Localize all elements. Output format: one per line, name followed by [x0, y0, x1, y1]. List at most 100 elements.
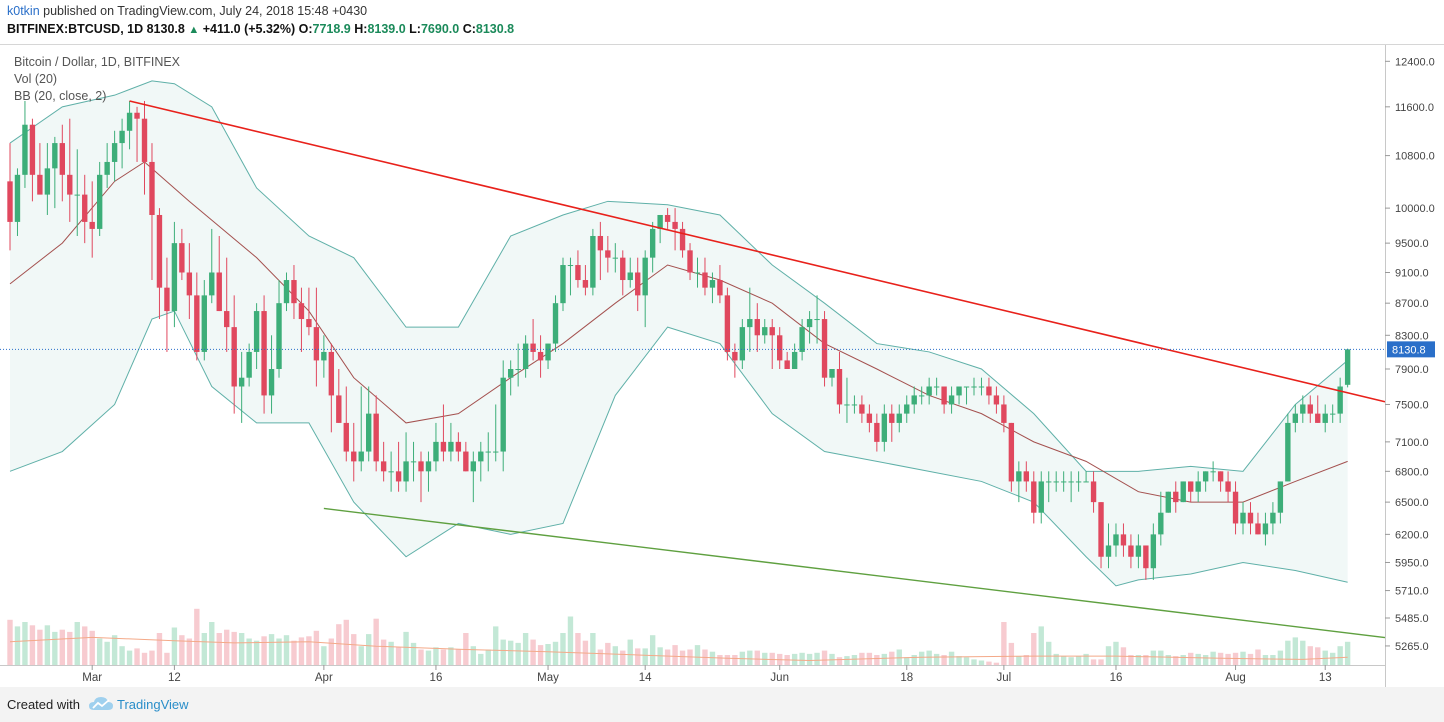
time-tick-label: Apr	[315, 672, 333, 684]
candle-body	[679, 228, 686, 251]
volume-bar	[1098, 659, 1104, 666]
current-price-label: 8130.8	[1392, 344, 1426, 356]
candle-body	[649, 228, 656, 258]
candle-body	[1120, 534, 1127, 546]
candle-body	[1075, 481, 1082, 483]
low-value: 7690.0	[420, 22, 460, 36]
candle-body	[179, 243, 185, 273]
candle-body	[754, 319, 760, 336]
tradingview-brand-link[interactable]: TradingView	[117, 697, 189, 712]
price-tick-label: 6500.0	[1395, 497, 1429, 509]
volume-bar	[134, 648, 140, 666]
candle-body	[724, 295, 731, 352]
volume-bar	[111, 635, 118, 666]
candle-body	[560, 265, 566, 304]
time-tick-label: 14	[639, 672, 652, 684]
candle-body	[971, 386, 977, 388]
candle-body	[1255, 523, 1261, 535]
volume-bar	[1001, 622, 1007, 666]
candle-body	[29, 124, 36, 175]
chart-panel[interactable]: 12400.0 11600.0 10800.0 10000.0 9500.0 9100.0…	[0, 44, 1444, 688]
volume-bar	[933, 653, 940, 666]
volume-bar	[941, 655, 947, 666]
candle-body	[1128, 545, 1134, 557]
up-arrow-icon: ▲	[188, 24, 200, 36]
candle-body	[283, 280, 290, 304]
volume-bar	[1038, 626, 1044, 666]
candle-body	[1016, 471, 1022, 482]
legend-bollinger[interactable]: BB (20, close, 2)	[14, 89, 107, 103]
volume-bar	[1330, 652, 1336, 666]
price-chart[interactable]: 12400.0 11600.0 10800.0 10000.0 9500.0 9100.0…	[0, 45, 1444, 687]
time-tick-label: 13	[1319, 672, 1332, 684]
volume-bar	[1016, 656, 1022, 666]
candle-body	[321, 351, 327, 361]
candle-body	[844, 404, 850, 406]
price-tick-label: 5710.0	[1395, 586, 1429, 598]
volume-bar	[672, 645, 678, 666]
volume-bar	[119, 646, 125, 666]
candle-body	[7, 181, 13, 222]
volume-bar	[380, 639, 387, 666]
candle-body	[1195, 481, 1201, 492]
volume-bar	[1143, 655, 1149, 666]
candle-body	[664, 214, 671, 222]
candle-body	[918, 395, 925, 397]
candle-body	[687, 250, 693, 273]
volume-bar	[104, 641, 110, 666]
candle-body	[747, 319, 753, 328]
candle-body	[777, 335, 783, 361]
volume-bar	[799, 652, 805, 666]
candle-body	[1053, 481, 1059, 483]
candle-body	[948, 395, 955, 405]
candle-body	[709, 280, 716, 288]
volume-bar	[1008, 642, 1015, 666]
time-tick-label: 18	[900, 672, 913, 684]
candle-body	[328, 351, 335, 396]
price-tick-label: 10000.0	[1395, 203, 1435, 215]
candle-body	[261, 311, 267, 396]
volume-bar	[687, 649, 693, 666]
volume-bar	[537, 645, 544, 666]
resistance-trendline	[129, 100, 1386, 403]
volume-bar	[395, 647, 402, 666]
candle-body	[59, 143, 65, 175]
symbol-label: BITFINEX:BTCUSD, 1D	[7, 22, 144, 36]
volume-bar	[268, 634, 275, 666]
candle-body	[1307, 404, 1313, 414]
candle-body	[1188, 481, 1194, 492]
candle-body	[1143, 545, 1149, 569]
volume-bar	[918, 651, 925, 666]
candle-body	[1165, 491, 1171, 513]
volume-bar	[1300, 640, 1306, 666]
candle-body	[1292, 413, 1299, 423]
volume-bar	[126, 650, 133, 666]
volume-bar	[1165, 655, 1171, 666]
candle-body	[253, 311, 260, 352]
publisher-username[interactable]: k0tkin	[7, 4, 40, 18]
price-tick-label: 12400.0	[1395, 56, 1435, 68]
candle-body	[874, 422, 880, 442]
volume-bar	[231, 631, 237, 666]
volume-bar	[732, 655, 738, 666]
candle-body	[769, 327, 775, 336]
volume-bar	[298, 637, 305, 666]
volume-bar	[1285, 640, 1291, 666]
candle-body	[1277, 481, 1284, 513]
volume-bar	[620, 650, 626, 666]
volume-bar	[261, 636, 267, 666]
legend-title[interactable]: Bitcoin / Dollar, 1D, BITFINEX	[14, 55, 181, 69]
candle-body	[507, 369, 514, 378]
candle-body	[186, 272, 193, 296]
volume-bar	[844, 656, 850, 666]
tradingview-cloud-icon[interactable]	[88, 695, 114, 713]
volume-bar	[276, 638, 282, 666]
volume-bar	[1315, 647, 1321, 666]
candle-body	[694, 272, 701, 274]
legend-volume[interactable]: Vol (20)	[14, 72, 58, 86]
time-tick-label: May	[537, 672, 559, 684]
candle-body	[111, 143, 118, 162]
candle-body	[1180, 481, 1186, 503]
candle-body	[470, 461, 477, 472]
volume-bar	[971, 659, 977, 666]
